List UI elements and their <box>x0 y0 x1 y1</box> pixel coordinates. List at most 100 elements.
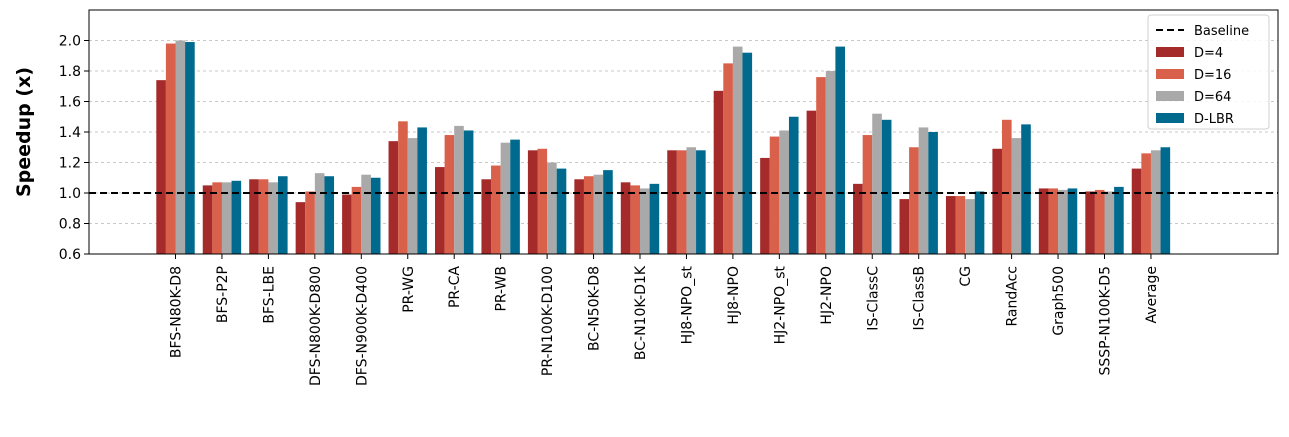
bar <box>1048 188 1059 254</box>
bar <box>1141 153 1151 254</box>
bar <box>295 202 306 254</box>
bar-group <box>899 127 938 254</box>
bar <box>175 40 186 254</box>
bar <box>872 113 882 254</box>
bar-group <box>202 180 242 254</box>
x-tick-label: PR-CA <box>447 266 463 308</box>
x-tick-label: DFS-N900K-D400 <box>354 266 370 386</box>
x-tick-label: IS-ClassC <box>865 266 881 331</box>
legend-swatch <box>1156 69 1184 79</box>
x-tick-label: RandAcc <box>1005 266 1021 326</box>
bar <box>816 77 826 254</box>
bar <box>696 150 706 254</box>
bar <box>324 176 335 254</box>
bar <box>1067 188 1078 254</box>
bar-group <box>945 191 985 254</box>
bar-group <box>295 173 335 254</box>
bars <box>156 40 1171 255</box>
bar <box>1094 189 1105 254</box>
legend-label: D=64 <box>1194 90 1231 105</box>
legend-swatch <box>1156 47 1184 57</box>
bar-group <box>667 147 706 254</box>
bar <box>165 43 176 254</box>
bar <box>918 127 929 254</box>
x-tick-label: BFS-P2P <box>215 266 231 323</box>
bar <box>305 191 315 254</box>
bar <box>510 139 520 254</box>
bar <box>723 63 733 254</box>
bar-group <box>435 125 474 255</box>
x-tick-label: BC-N50K-D8 <box>587 266 603 351</box>
bar <box>630 185 640 254</box>
x-tick-label: DFS-N800K-D800 <box>308 266 324 386</box>
bar-group <box>388 121 427 254</box>
legend-label: D=4 <box>1194 46 1223 61</box>
bar <box>965 199 975 254</box>
bar-group <box>156 40 195 255</box>
bar <box>899 199 910 254</box>
legend-label: D=16 <box>1194 68 1231 83</box>
x-tick-label: IS-ClassB <box>912 266 928 331</box>
bar <box>603 170 613 254</box>
bar-group <box>713 46 753 255</box>
x-tick-label: HJ2-NPO <box>819 266 835 325</box>
bar <box>640 188 650 254</box>
bar <box>667 150 677 254</box>
bar <box>992 148 1002 254</box>
bar <box>342 194 352 254</box>
bar <box>1085 191 1095 254</box>
bar <box>620 182 631 254</box>
bar <box>258 179 269 254</box>
x-tick-label: Graph500 <box>1051 266 1067 336</box>
x-tick-label: Average <box>1144 266 1160 324</box>
bar <box>1021 124 1031 254</box>
y-tick-label: 1.2 <box>59 156 81 172</box>
bar <box>547 162 557 254</box>
bar <box>212 182 222 254</box>
bar <box>388 141 399 254</box>
y-tick-label: 1.4 <box>59 125 81 141</box>
bar <box>221 182 232 254</box>
bar <box>928 132 938 254</box>
bar <box>1104 191 1115 254</box>
bar-group <box>806 46 845 255</box>
y-tick-label: 1.8 <box>59 64 81 80</box>
bar-group <box>527 148 567 254</box>
bar <box>361 174 371 254</box>
x-tick-label: BC-N10K-D1K <box>633 265 649 360</box>
y-tick-label: 2.0 <box>59 34 81 50</box>
y-axis-ticks: 0.6 0.8 1.0 1.2 1.4 1.6 1.8 2.0 <box>59 34 89 263</box>
bar <box>185 42 195 255</box>
bar <box>1038 188 1049 254</box>
bar <box>909 147 919 254</box>
bar <box>527 150 538 254</box>
bar <box>713 90 724 254</box>
bar <box>1160 147 1171 254</box>
bar <box>278 176 288 254</box>
bar-group <box>992 119 1031 254</box>
x-tick-label: PR-WG <box>401 266 417 313</box>
bar <box>370 177 381 254</box>
x-tick-label: HJ8-NPO <box>726 266 742 325</box>
bar <box>742 52 753 255</box>
y-tick-label: 0.8 <box>59 217 81 233</box>
bar-group <box>1131 147 1171 254</box>
x-tick-label: PR-N100K-D100 <box>540 266 556 376</box>
bar <box>417 127 427 254</box>
y-axis-label: Speedup (x) <box>13 67 35 197</box>
bar <box>732 46 743 254</box>
bar <box>491 165 501 254</box>
bar <box>537 148 548 254</box>
bar <box>556 168 567 254</box>
bar <box>407 138 418 254</box>
bar <box>788 116 799 254</box>
bar <box>574 179 584 254</box>
bar <box>825 71 836 254</box>
bar <box>268 182 278 254</box>
bar-group <box>1038 188 1078 254</box>
x-tick-label: BFS-LBE <box>261 266 277 324</box>
bar <box>853 183 863 254</box>
bar-group <box>342 174 381 254</box>
bar <box>760 157 770 254</box>
